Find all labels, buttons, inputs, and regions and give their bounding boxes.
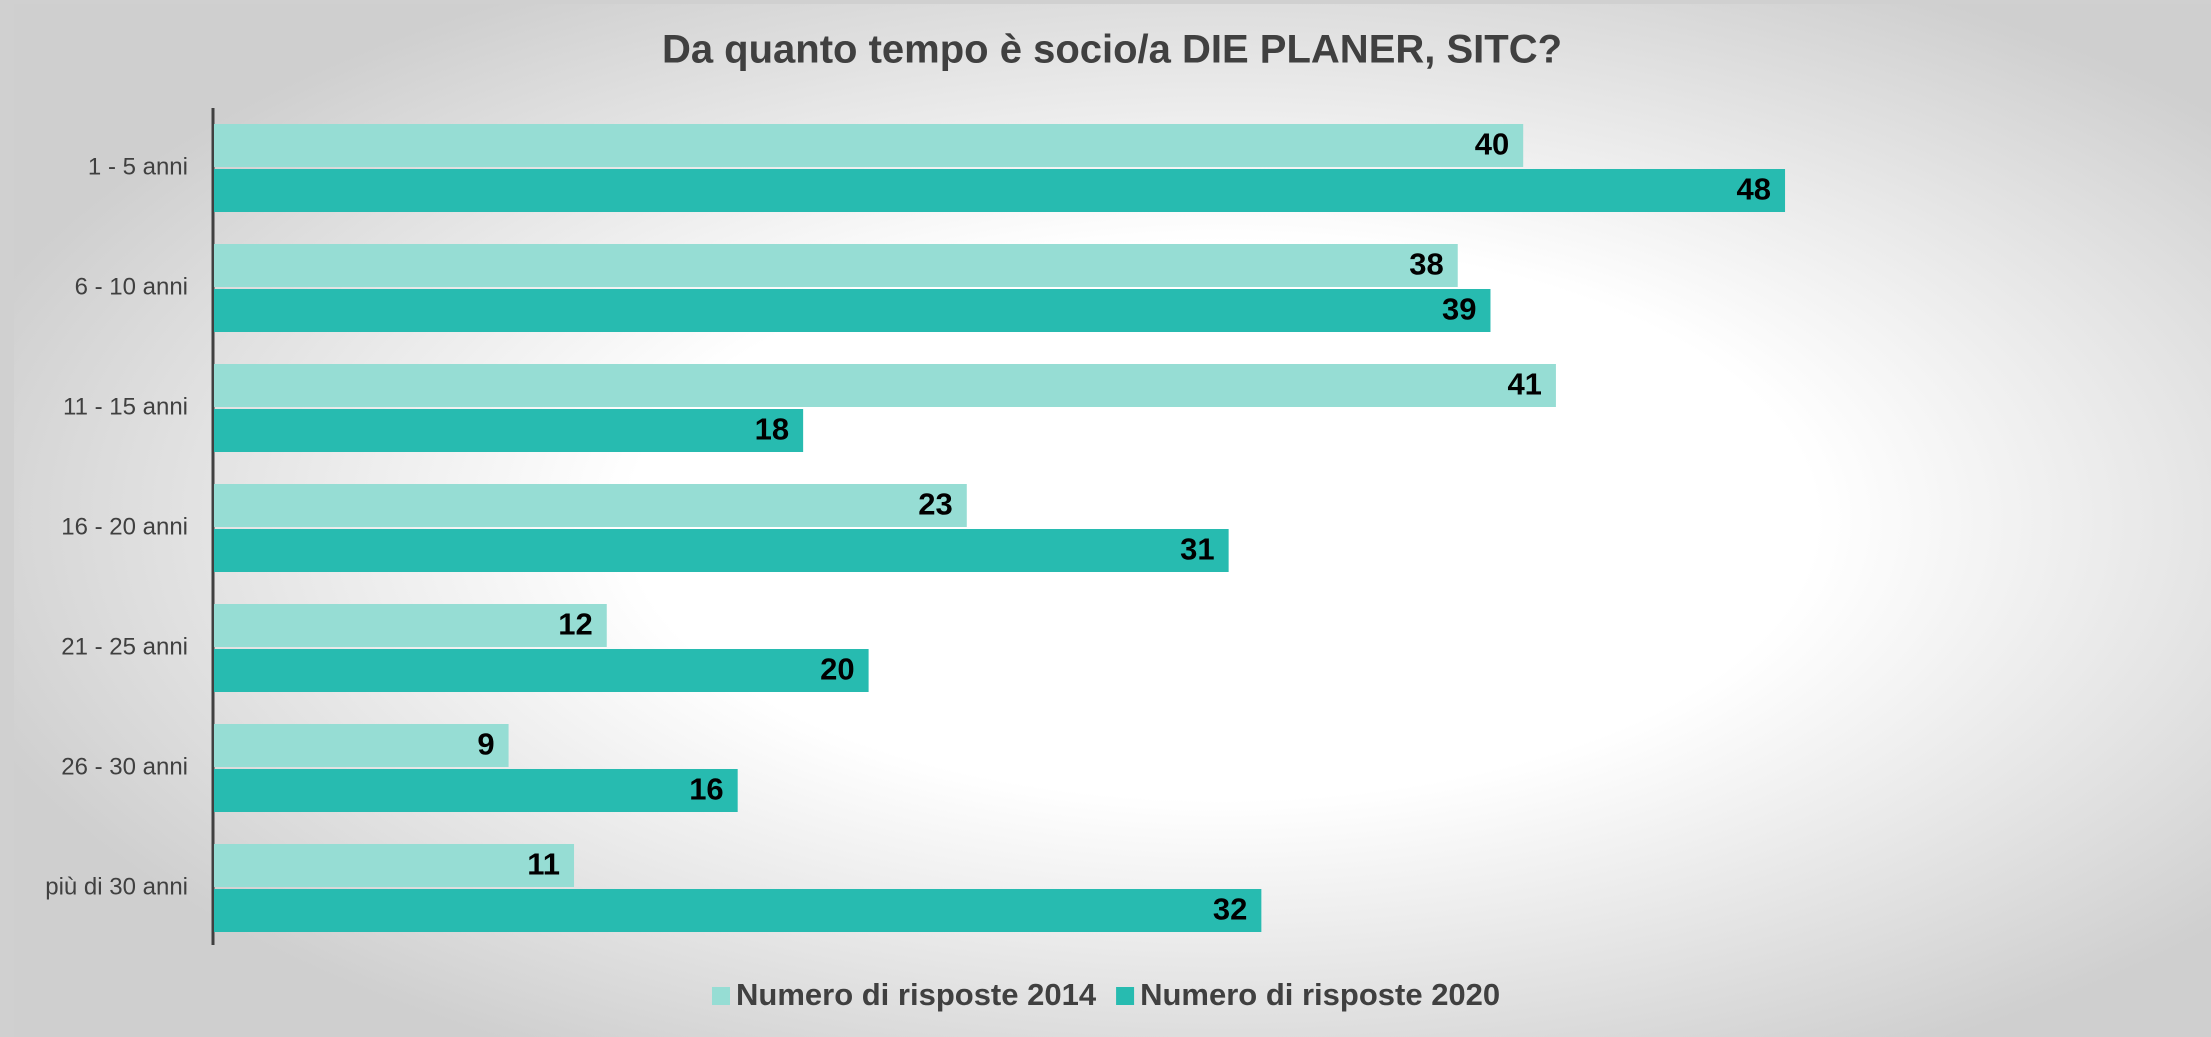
data-label: 16 xyxy=(689,772,723,807)
data-label: 23 xyxy=(918,487,952,522)
y-tick-label: 1 - 5 anni xyxy=(88,153,188,180)
legend-swatch xyxy=(1116,987,1135,1005)
y-tick-label: 21 - 25 anni xyxy=(61,633,188,660)
data-label: 32 xyxy=(1213,892,1247,927)
y-tick-label: 6 - 10 anni xyxy=(75,273,188,300)
legend-swatch xyxy=(712,987,730,1005)
y-tick-label: più di 30 anni xyxy=(45,873,188,900)
bar xyxy=(214,649,869,692)
bar xyxy=(214,604,607,647)
chart-title: Da quanto tempo è socio/a DIE PLANER, SI… xyxy=(662,28,1562,72)
bar xyxy=(214,364,1556,407)
data-label: 20 xyxy=(820,652,854,687)
data-label: 9 xyxy=(477,727,494,762)
bar xyxy=(214,724,509,767)
bar xyxy=(214,889,1262,932)
bar xyxy=(214,769,738,812)
data-label: 18 xyxy=(755,412,789,447)
bar xyxy=(214,844,575,887)
legend-label: Numero di risposte 2014 xyxy=(736,977,1097,1012)
bar xyxy=(214,124,1524,167)
y-tick-label: 26 - 30 anni xyxy=(61,753,188,780)
bar xyxy=(214,529,1229,572)
y-tick-label: 16 - 20 anni xyxy=(61,513,188,540)
bar xyxy=(214,169,1786,212)
y-tick-label: 11 - 15 anni xyxy=(63,393,188,420)
bar xyxy=(214,289,1491,332)
data-label: 41 xyxy=(1507,367,1541,402)
data-label: 40 xyxy=(1475,127,1509,162)
bar xyxy=(214,244,1458,287)
data-label: 31 xyxy=(1180,532,1214,567)
bar xyxy=(214,409,804,452)
data-label: 12 xyxy=(558,607,592,642)
legend-label: Numero di risposte 2020 xyxy=(1140,977,1500,1012)
data-label: 39 xyxy=(1442,292,1476,327)
data-label: 48 xyxy=(1737,172,1771,207)
data-label: 38 xyxy=(1409,247,1443,282)
bar xyxy=(214,484,967,527)
data-label: 11 xyxy=(527,847,560,882)
